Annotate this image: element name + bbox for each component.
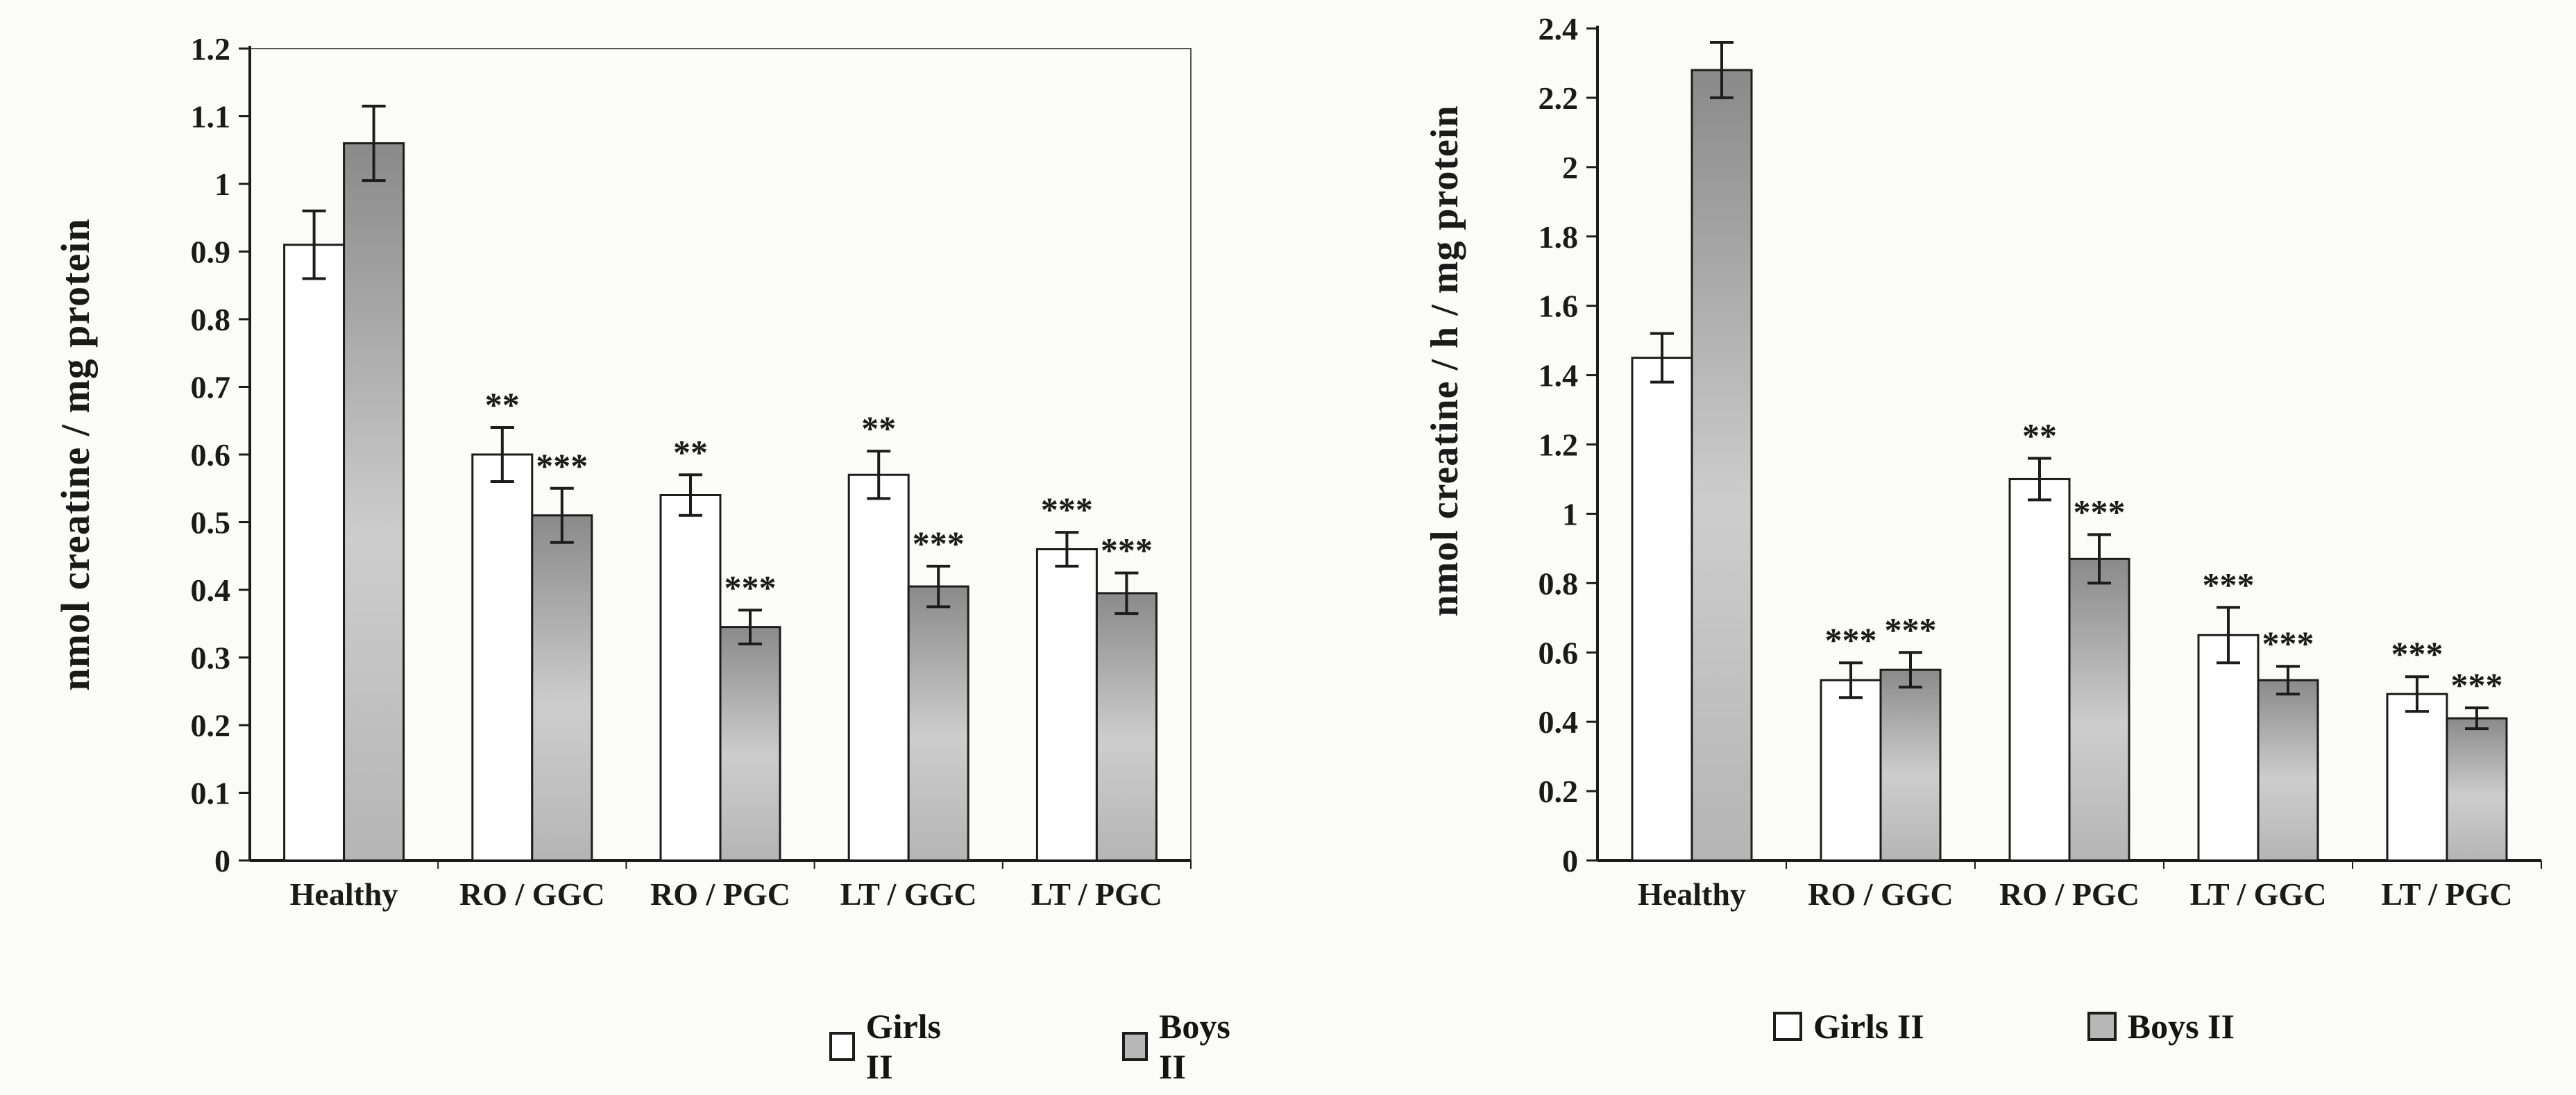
- y-tick-label: 0.7: [191, 370, 231, 405]
- significance-marker: ***: [1041, 490, 1093, 529]
- y-tick-label: 1.2: [1539, 427, 1579, 463]
- category-label: LT / GGC: [2190, 876, 2327, 912]
- bar-girls: [1820, 679, 1882, 862]
- category-label: RO / PGC: [1999, 876, 2139, 912]
- chart-creatine-per-hour-per-mg-protein: 0 0.2 0.4 0.6 0.8 1 1.2 1.4 1.6 1.8 2 2.2 2.4 nmol cr…: [1249, 0, 2576, 1095]
- significance-marker: ***: [913, 524, 965, 563]
- category-label: LT / GGC: [840, 876, 977, 912]
- significance-marker: ***: [1101, 531, 1153, 570]
- significance-marker: ***: [2451, 665, 2503, 704]
- bar-boys: [1095, 592, 1158, 862]
- legend-label-boys: Boys II: [1159, 1007, 1230, 1086]
- significance-marker: ***: [2203, 565, 2255, 604]
- y-tick-label: 1.8: [1539, 219, 1579, 255]
- y-tick-label: 0: [214, 843, 230, 878]
- y-tick-label: 0.5: [191, 505, 231, 541]
- category-label: Healthy: [1638, 876, 1746, 912]
- significance-marker: ***: [2262, 624, 2314, 663]
- bar-boys: [719, 626, 781, 862]
- boys-ii-swatch-icon: [1122, 1032, 1149, 1061]
- girls-ii-swatch-icon: [829, 1032, 855, 1061]
- chart-creatine-per-mg-protein: 0 0.1 0.2 0.3 0.4 0.5 0.6 0.7 0.8 0.9 1 1.1 1.2 nmol …: [0, 0, 1249, 1095]
- significance-marker: **: [2022, 416, 2057, 455]
- bar-girls: [659, 494, 722, 862]
- y-tick-label: 0.2: [191, 708, 231, 743]
- y-tick-label: 2.2: [1539, 80, 1579, 116]
- bar-boys: [531, 514, 593, 862]
- category-label: RO / GGC: [1808, 876, 1954, 912]
- significance-marker: ***: [724, 568, 777, 606]
- legend-item-girls: Girls II: [1773, 1006, 1924, 1046]
- y-tick-label: 0: [1562, 843, 1578, 878]
- bar-chart-right-svg: 0 0.2 0.4 0.6 0.8 1 1.2 1.4 1.6 1.8 2 2.2 2.4 nmol cr…: [1423, 11, 2542, 912]
- y-axis-title: nmol creatine / mg protein: [53, 218, 98, 690]
- category-label: Healthy: [290, 876, 398, 912]
- y-tick-label: 0.2: [1539, 774, 1579, 809]
- significance-marker: ***: [2391, 634, 2443, 673]
- significance-marker: ***: [1885, 610, 1937, 649]
- bar-chart-left-svg: 0 0.1 0.2 0.3 0.4 0.5 0.6 0.7 0.8 0.9 1 1.1 1.2 nmol …: [53, 31, 1192, 912]
- bar-boys: [1879, 668, 1942, 862]
- y-tick-label: 0.9: [191, 235, 231, 270]
- significance-marker: **: [861, 409, 896, 448]
- y-tick-label: 1: [1562, 496, 1578, 532]
- y-tick-label: 1.4: [1539, 358, 1579, 393]
- bar-girls: [471, 453, 534, 862]
- y-tick-label: 1.2: [191, 31, 231, 67]
- bar-girls: [1035, 548, 1098, 862]
- y-tick-label: 1: [214, 167, 230, 202]
- significance-marker: ***: [1825, 620, 1877, 659]
- y-tick-label: 0.4: [191, 572, 231, 608]
- y-tick-label: 1.1: [191, 99, 231, 135]
- bar-boys: [2446, 717, 2508, 862]
- bar-boys: [2257, 679, 2319, 862]
- y-tick-label: 0.6: [1539, 635, 1579, 670]
- legend-right: Girls II Boys II: [1773, 1006, 2235, 1046]
- y-tick-label: 0.3: [191, 640, 231, 676]
- boys-ii-swatch-icon: [2087, 1012, 2117, 1041]
- y-tick-label: 0.1: [191, 776, 231, 811]
- category-label: RO / GGC: [459, 876, 605, 912]
- legend-label-girls: Girls II: [865, 1007, 941, 1086]
- y-tick-label: 1.6: [1539, 289, 1579, 324]
- significance-marker: ***: [536, 446, 588, 485]
- legend-label-girls: Girls II: [1813, 1007, 1924, 1046]
- bar-girls: [1631, 357, 1693, 862]
- bar-girls: [2386, 693, 2448, 862]
- category-label: RO / PGC: [650, 876, 790, 912]
- bar-boys: [2068, 557, 2130, 862]
- y-tick-label: 2.4: [1539, 11, 1579, 46]
- bar-boys: [1690, 69, 1753, 862]
- legend-item-girls: Girls II: [829, 1006, 959, 1087]
- bar-boys: [343, 142, 405, 862]
- girls-ii-swatch-icon: [1773, 1012, 1802, 1041]
- legend-item-boys: Boys II: [2087, 1006, 2235, 1046]
- y-axis-title: nmol creatine / h / mg protein: [1423, 105, 1466, 616]
- bar-girls: [2197, 634, 2260, 862]
- y-tick-label: 0.8: [1539, 566, 1579, 601]
- y-tick-label: 0.4: [1539, 704, 1579, 740]
- category-label: LT / PGC: [2381, 876, 2512, 912]
- significance-marker: **: [673, 432, 708, 471]
- category-label: LT / PGC: [1031, 876, 1162, 912]
- y-tick-label: 2: [1562, 150, 1578, 185]
- y-tick-label: 0.6: [191, 437, 231, 473]
- bar-boys: [907, 585, 969, 862]
- bar-girls: [2008, 477, 2071, 862]
- bar-girls: [847, 473, 910, 862]
- significance-marker: **: [485, 385, 520, 424]
- legend-item-boys: Boys II: [1122, 1006, 1249, 1087]
- bar-girls: [283, 244, 346, 862]
- significance-marker: ***: [2074, 492, 2126, 531]
- legend-left: Girls II Boys II: [829, 1006, 1249, 1087]
- y-tick-label: 0.8: [191, 302, 231, 337]
- legend-label-boys: Boys II: [2127, 1007, 2235, 1046]
